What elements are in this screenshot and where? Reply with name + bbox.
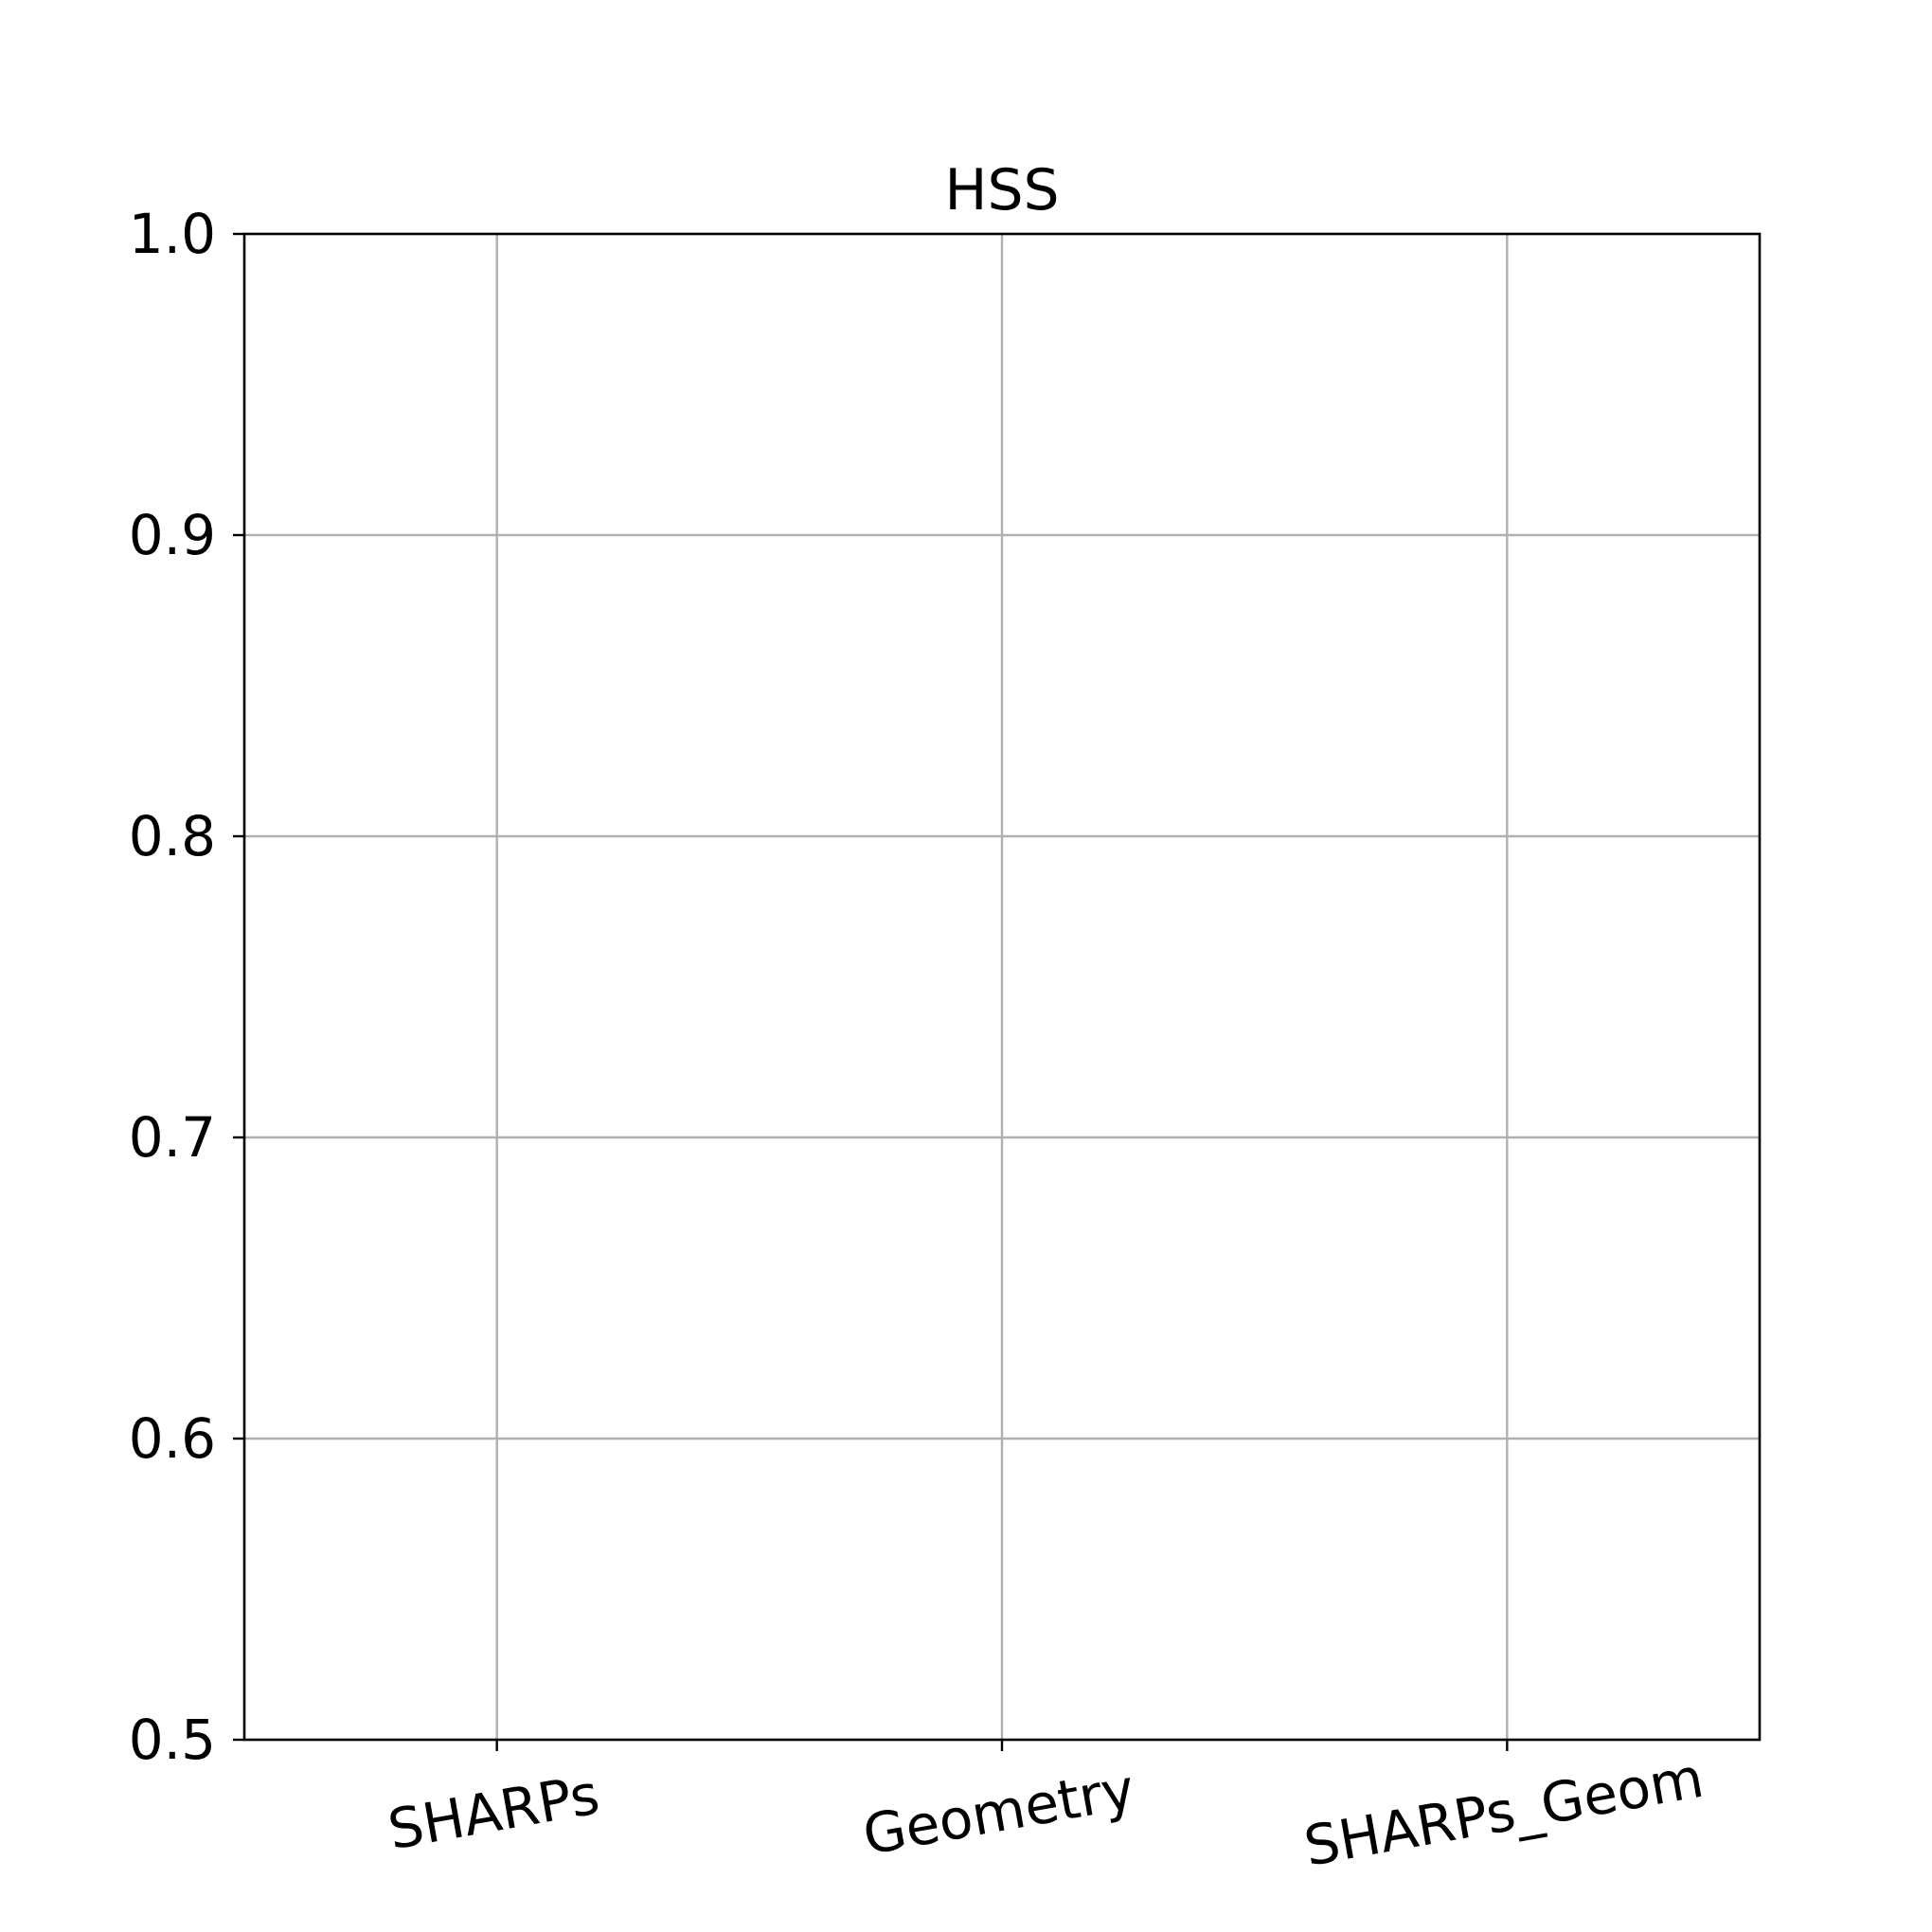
y-tick-label: 0.6 (129, 1406, 216, 1471)
y-tick-label: 0.8 (129, 804, 216, 868)
grid-lines (244, 234, 1760, 1740)
plot-area-frame (242, 232, 1762, 1742)
axis-ticks (233, 232, 1509, 1751)
y-tick-labels: 0.5 0.6 0.7 0.8 0.9 1.0 (129, 202, 216, 1772)
y-tick-label: 1.0 (129, 202, 216, 266)
y-tick-label: 0.7 (129, 1105, 216, 1170)
y-tick-label: 0.9 (129, 503, 216, 567)
y-tick-label: 0.5 (129, 1708, 216, 1772)
chart-title: HSS (944, 157, 1059, 224)
